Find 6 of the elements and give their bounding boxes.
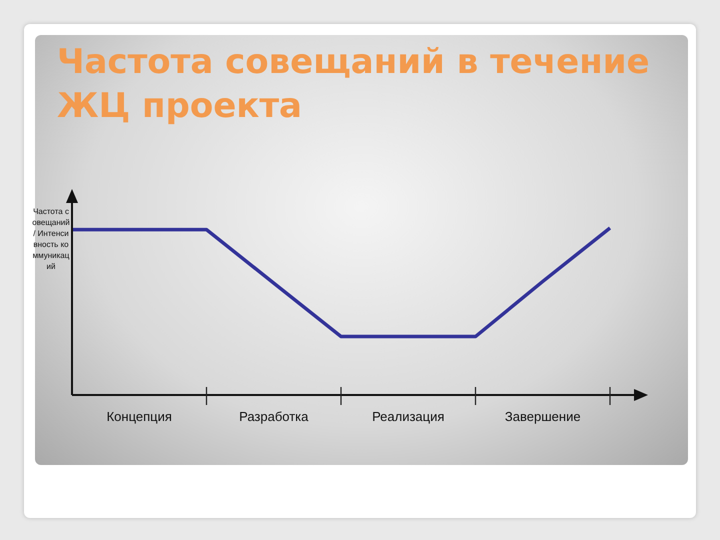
chart-title: Частота совещаний в течение ЖЦ проекта (57, 41, 651, 128)
x-tick-label: Завершение (504, 409, 581, 424)
y-axis-title: Частота совещаний / Интенсивность коммуникаций (32, 206, 70, 272)
x-tick-label: Реализация (372, 409, 444, 424)
x-tick-label: Концепция (106, 409, 172, 424)
x-tick-label: Разработка (239, 409, 310, 424)
